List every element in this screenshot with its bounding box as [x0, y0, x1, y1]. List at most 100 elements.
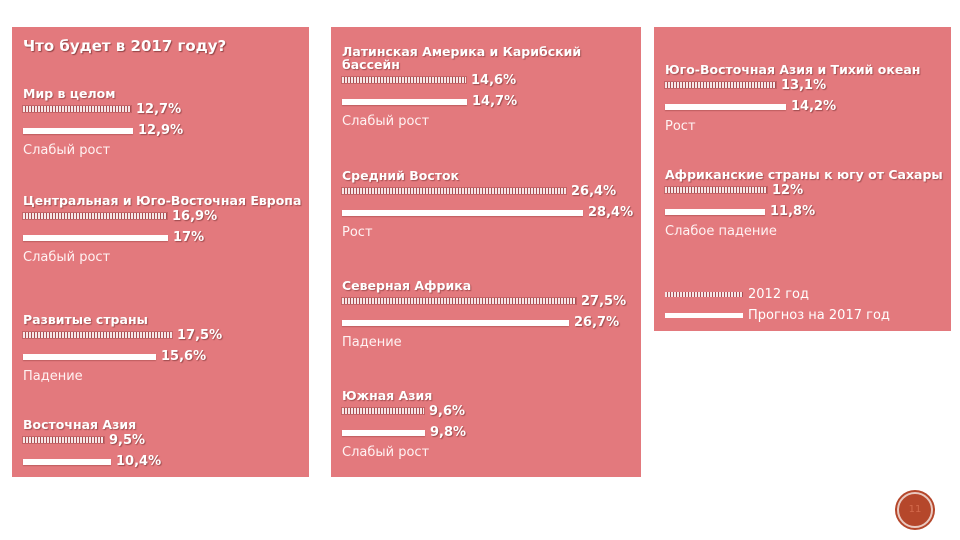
bar-row-2017: 14,2%: [665, 97, 945, 118]
region-name: Юго-Восточная Азия и Тихий океан: [665, 62, 921, 77]
value-label-2017: 28,4%: [588, 205, 634, 220]
region-name: Центральная и Юго-Восточная Европа: [23, 193, 302, 208]
bar-2017: [23, 354, 156, 360]
bar-2017: [665, 104, 786, 110]
region-block: Центральная и Юго-Восточная Европа 16,9% 1…: [23, 194, 303, 267]
trend-label: Слабый рост: [342, 445, 430, 460]
region-name: Восточная Азия: [23, 417, 137, 432]
region-block: Средний Восток 26,4% 28,4% Рост: [342, 169, 635, 242]
bar-2017: [342, 210, 583, 216]
value-label-2012: 16,9%: [172, 209, 218, 224]
value-label-2017: 14,2%: [791, 99, 837, 114]
region-block: Мир в целом 12,7% 12,9% Слабый рост: [23, 87, 303, 160]
region-block: Африканские страны к югу от Сахары 12% 11,…: [665, 168, 945, 241]
trend-label: Рост: [665, 119, 696, 134]
bar-row-2017: 17%: [23, 228, 303, 249]
bar-row-2017: 11,8%: [665, 202, 945, 223]
trend-label: Слабый рост: [23, 250, 111, 265]
value-label-2017: 11,8%: [770, 204, 816, 219]
bar-2017: [23, 459, 111, 465]
chart-panel-middle: Латинская Америка и Карибский бассейн 14,…: [331, 27, 641, 477]
value-label-2012: 9,5%: [109, 433, 146, 448]
bar-row-2012: 17,5%: [23, 326, 303, 347]
trend-label: Слабое падение: [665, 224, 777, 239]
value-label-2012: 14,6%: [471, 73, 517, 88]
bar-2012: [342, 188, 566, 194]
value-label-2017: 26,7%: [574, 315, 620, 330]
value-label-2012: 12,7%: [136, 102, 182, 117]
bar-2012: [342, 408, 424, 414]
trend-label: Падение: [342, 335, 402, 350]
bar-row-2017: 26,7%: [342, 313, 635, 334]
region-name: Северная Африка: [342, 278, 472, 293]
slide-number-badge: 11: [897, 492, 933, 528]
bar-2012: [665, 187, 767, 193]
legend-label-2012: 2012 год: [748, 287, 809, 302]
value-label-2012: 27,5%: [581, 294, 627, 309]
trend-label: Слабый рост: [23, 143, 111, 158]
legend-swatch-2012: [665, 292, 743, 297]
bar-2012: [23, 332, 172, 338]
trend-label: Слабый рост: [342, 114, 430, 129]
value-label-2017: 12,9%: [138, 123, 184, 138]
region-name: Латинская Америка и Карибский бассейн: [342, 44, 582, 72]
bar-2017: [23, 128, 133, 134]
chart-panel-left: Что будет в 2017 году? Мир в целом 12,7% 1…: [12, 27, 309, 477]
bar-row-2012: 12,7%: [23, 100, 303, 121]
bar-2012: [23, 437, 104, 443]
cropped-text-fragment: ': [714, 27, 717, 33]
bar-2012: [342, 77, 466, 83]
value-label-2012: 17,5%: [177, 328, 223, 343]
bar-row-2017: 9,8%: [342, 423, 635, 444]
region-name: Развитые страны: [23, 312, 148, 327]
region-name: Африканские страны к югу от Сахары: [665, 167, 943, 182]
value-label-2017: 9,8%: [430, 425, 467, 440]
chart-title: Что будет в 2017 году?: [23, 37, 227, 55]
value-label-2017: 10,4%: [116, 454, 162, 469]
bar-2012: [342, 298, 576, 304]
bar-row-2017: 10,4%: [23, 452, 303, 473]
bar-row-2012: 16,9%: [23, 207, 303, 228]
region-name: Южная Азия: [342, 388, 433, 403]
trend-label: Падение: [23, 369, 83, 384]
bar-2012: [665, 82, 776, 88]
bar-2017: [665, 209, 765, 215]
region-block: Северная Африка 27,5% 26,7% Падение: [342, 279, 635, 352]
value-label-2012: 13,1%: [781, 78, 827, 93]
legend-swatch-2017: [665, 313, 743, 318]
bar-row-2012: 13,1%: [665, 76, 945, 97]
bar-2012: [23, 106, 131, 112]
bar-row-2012: 9,5%: [23, 431, 303, 452]
region-block: Юго-Восточная Азия и Тихий океан 13,1% 14,…: [665, 63, 945, 136]
bar-row-2012: 26,4%: [342, 182, 635, 203]
region-block: Южная Азия 9,6% 9,8% Слабый рост: [342, 389, 635, 462]
bar-row-2012: 12%: [665, 181, 945, 202]
bar-2017: [342, 430, 425, 436]
value-label-2012: 12%: [772, 183, 804, 198]
bar-row-2012: 27,5%: [342, 292, 635, 313]
bar-2017: [342, 320, 569, 326]
bar-row-2017: 14,7%: [342, 92, 635, 113]
region-block: Латинская Америка и Карибский бассейн 14,…: [342, 45, 635, 131]
region-block: Развитые страны 17,5% 15,6% Падение: [23, 313, 303, 386]
bar-2012: [23, 213, 167, 219]
bar-2017: [342, 99, 467, 105]
bar-row-2017: 15,6%: [23, 347, 303, 368]
region-block: Восточная Азия 9,5% 10,4%: [23, 418, 303, 473]
legend-label-2017: Прогноз на 2017 год: [748, 308, 890, 323]
value-label-2017: 14,7%: [472, 94, 518, 109]
value-label-2017: 15,6%: [161, 349, 207, 364]
region-name: Мир в целом: [23, 86, 116, 101]
trend-label: Рост: [342, 225, 373, 240]
region-name: Средний Восток: [342, 168, 460, 183]
bar-row-2012: 9,6%: [342, 402, 635, 423]
bar-row-2017: 28,4%: [342, 203, 635, 224]
value-label-2017: 17%: [173, 230, 205, 245]
value-label-2012: 9,6%: [429, 404, 466, 419]
slide-number: 11: [908, 504, 922, 515]
value-label-2012: 26,4%: [571, 184, 617, 199]
bar-row-2012: 14,6%: [342, 71, 635, 92]
bar-2017: [23, 235, 168, 241]
bar-row-2017: 12,9%: [23, 121, 303, 142]
